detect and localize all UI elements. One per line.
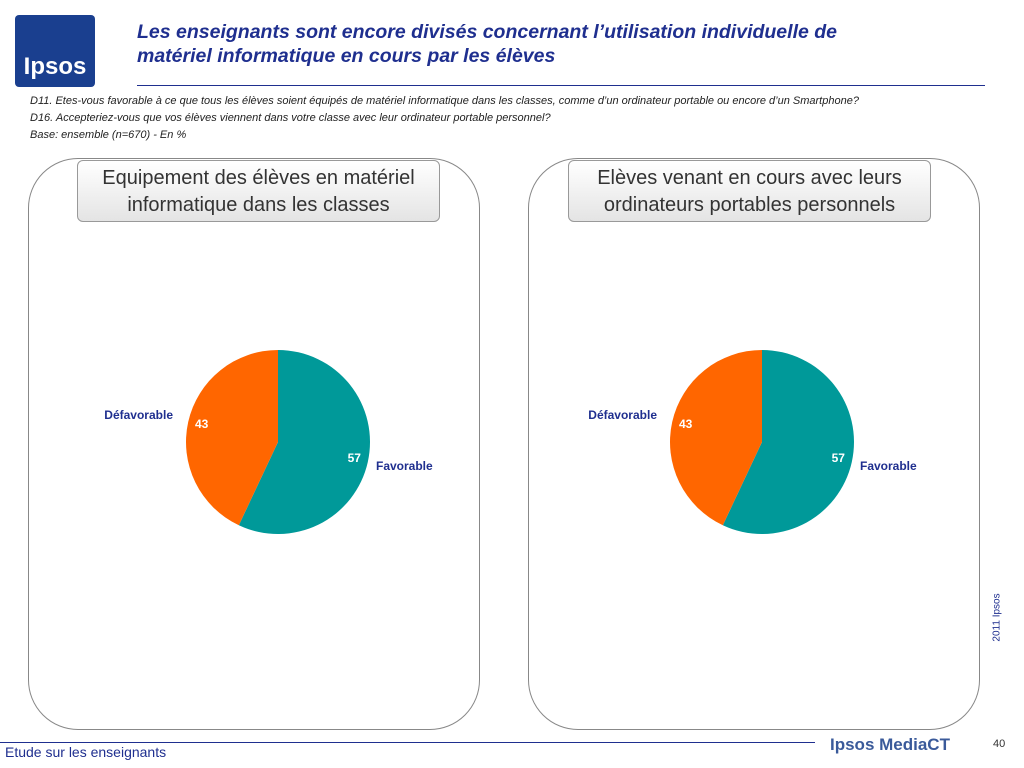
category-label: Défavorable xyxy=(588,408,657,422)
page-number: 40 xyxy=(993,738,1006,750)
note: D16. Accepteriez-vous que vos élèves vie… xyxy=(30,112,551,124)
title-line: matériel informatique en cours par les é… xyxy=(137,45,556,67)
category-label: Favorable xyxy=(376,459,433,473)
logo: Ipsos xyxy=(15,15,95,87)
data-label: 43 xyxy=(679,417,693,431)
pie-slice xyxy=(670,350,762,526)
footer-rule xyxy=(0,742,815,743)
note: Base: ensemble (n=670) - En % xyxy=(30,129,187,141)
category-label: Défavorable xyxy=(104,408,173,422)
data-label: 43 xyxy=(195,417,209,431)
pie-slice xyxy=(722,350,854,534)
note: D11. Etes-vous favorable à ce que tous l… xyxy=(30,95,859,107)
panel xyxy=(28,158,480,730)
pie-slice xyxy=(238,350,370,534)
pie-slice xyxy=(186,350,278,526)
footer-study: Etude sur les enseignants xyxy=(5,744,167,760)
title-line: Les enseignants sont encore divisés conc… xyxy=(137,21,838,43)
logo-text: Ipsos xyxy=(23,53,87,80)
title-rule xyxy=(137,85,985,86)
copyright: 2011 Ipsos xyxy=(991,593,1003,642)
panel xyxy=(528,158,980,730)
data-label: 57 xyxy=(348,451,362,465)
chart-title-line: Equipement des élèves en matériel xyxy=(102,167,415,189)
category-label: Favorable xyxy=(860,459,917,473)
chart-title-line: informatique dans les classes xyxy=(127,194,390,216)
data-label: 57 xyxy=(832,451,846,465)
slide-title: Les enseignants sont encore divisés conc… xyxy=(137,20,837,68)
footer-brand: Ipsos MediaCT xyxy=(830,735,950,754)
chart-title-line: Elèves venant en cours avec leurs xyxy=(597,167,902,189)
chart-title-line: ordinateurs portables personnels xyxy=(603,194,896,216)
chart-title: Equipement des élèves en matériel inform… xyxy=(77,160,440,222)
notes: D11. Etes-vous favorable à ce que tous l… xyxy=(30,93,859,144)
chart-title: Elèves venant en cours avec leurs ordina… xyxy=(568,160,931,222)
